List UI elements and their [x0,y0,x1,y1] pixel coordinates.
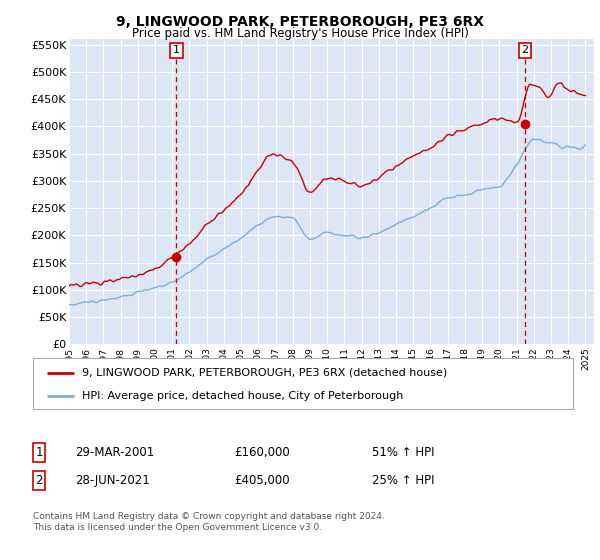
Text: 9, LINGWOOD PARK, PETERBOROUGH, PE3 6RX: 9, LINGWOOD PARK, PETERBOROUGH, PE3 6RX [116,15,484,29]
Text: Price paid vs. HM Land Registry's House Price Index (HPI): Price paid vs. HM Land Registry's House … [131,27,469,40]
Text: 2: 2 [35,474,43,487]
Text: 25% ↑ HPI: 25% ↑ HPI [372,474,434,487]
Text: 28-JUN-2021: 28-JUN-2021 [75,474,150,487]
Text: 29-MAR-2001: 29-MAR-2001 [75,446,154,459]
Text: 51% ↑ HPI: 51% ↑ HPI [372,446,434,459]
Text: 2: 2 [521,45,529,55]
Text: HPI: Average price, detached house, City of Peterborough: HPI: Average price, detached house, City… [82,391,403,401]
Text: £405,000: £405,000 [234,474,290,487]
Text: 1: 1 [35,446,43,459]
Text: 1: 1 [173,45,180,55]
Text: 9, LINGWOOD PARK, PETERBOROUGH, PE3 6RX (detached house): 9, LINGWOOD PARK, PETERBOROUGH, PE3 6RX … [82,367,447,377]
Text: £160,000: £160,000 [234,446,290,459]
Text: Contains HM Land Registry data © Crown copyright and database right 2024.
This d: Contains HM Land Registry data © Crown c… [33,512,385,532]
